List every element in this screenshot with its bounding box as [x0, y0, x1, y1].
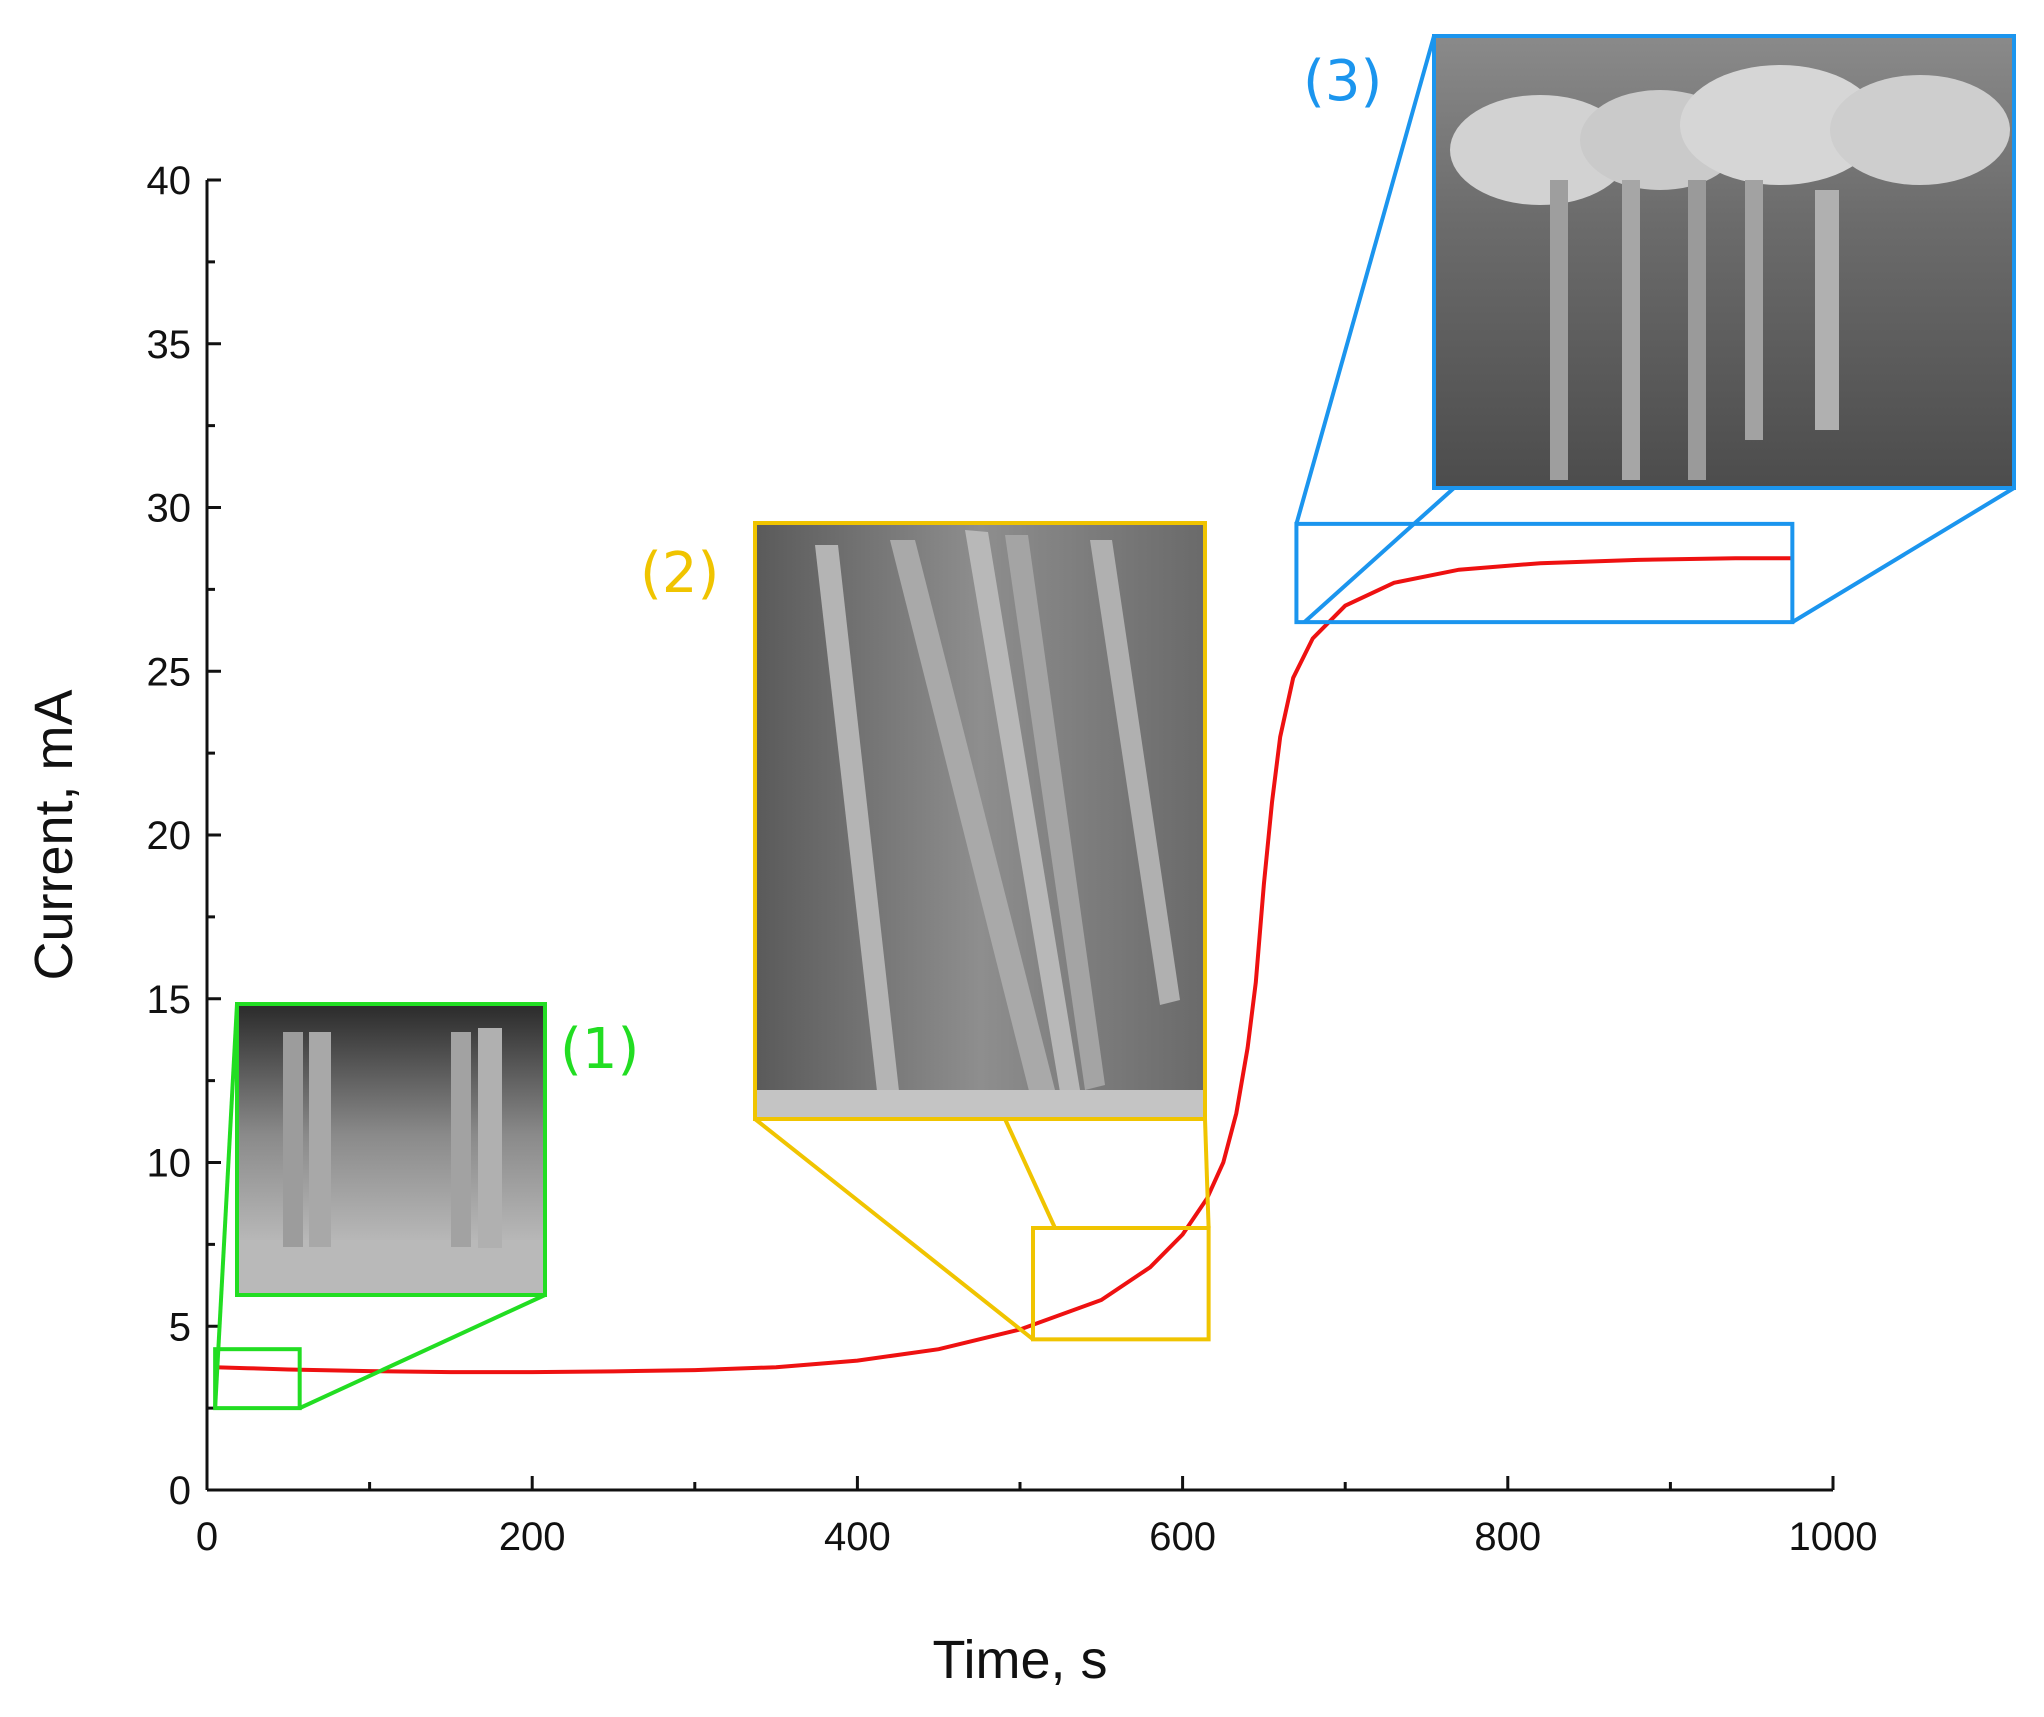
inset-2-rod [815, 545, 900, 1100]
inset-1-connector [298, 1293, 546, 1410]
x-axis-title: Time, s [933, 1630, 1108, 1690]
inset-2-floor [755, 1090, 1205, 1119]
inset-1-rod [309, 1032, 331, 1247]
inset-1-rod [283, 1032, 303, 1247]
inset-1-rod [478, 1028, 502, 1248]
inset-2-frame [753, 521, 1207, 1121]
inset-1-rod [451, 1032, 471, 1247]
inset-regions [213, 35, 2016, 1411]
inset-2-connector [1003, 1118, 1057, 1229]
x-tick-label: 400 [824, 1515, 891, 1559]
x-tick-label: 200 [499, 1515, 566, 1559]
x-ticks: 0 200 400 600 800 1000 [196, 1476, 1878, 1559]
y-ticks: 0 5 10 15 20 25 30 35 40 [147, 159, 221, 1513]
y-tick-label: 40 [147, 159, 192, 203]
x-tick-label: 0 [196, 1515, 218, 1559]
inset-3-rod [1815, 190, 1839, 430]
inset-2-rod [1005, 535, 1105, 1090]
inset-3-connector [1791, 486, 2016, 624]
inset-2-rod [965, 530, 1080, 1092]
inset-3-label: (3) [1303, 49, 1382, 114]
y-tick-label: 30 [147, 487, 192, 531]
inset-3-region-box [1294, 521, 1795, 625]
inset-3-rod [1550, 180, 1568, 480]
x-tick-label: 1000 [1789, 1515, 1878, 1559]
inset-1-frame [235, 1002, 547, 1297]
y-tick-label: 25 [147, 650, 192, 694]
inset-2-rod [890, 540, 1055, 1095]
inset-3-cap [1450, 95, 1630, 205]
inset-3-rod [1688, 180, 1706, 480]
y-axis-title: Current, mA [24, 689, 84, 980]
inset-3-cap [1830, 75, 2010, 185]
inset-2-connector [1203, 1118, 1211, 1229]
x-tick-label: 800 [1474, 1515, 1541, 1559]
inset-1: (1) [235, 1002, 639, 1297]
inset-2-region-box [1031, 1226, 1211, 1342]
inset-3: (3) [1303, 34, 2016, 490]
inset-1-label: (1) [560, 1017, 639, 1082]
inset-2-connector [753, 1117, 1035, 1341]
inset-1-connector [213, 1003, 239, 1409]
inset-3-frame [1432, 34, 2016, 490]
inset-3-connector [1303, 486, 1456, 624]
y-tick-label: 0 [169, 1469, 191, 1513]
y-tick-label: 35 [147, 323, 192, 367]
series-line [215, 556, 1793, 1375]
y-tick-label: 20 [147, 814, 192, 858]
x-tick-label: 600 [1149, 1515, 1216, 1559]
inset-2-rod [1090, 540, 1180, 1005]
inset-2-label: (2) [640, 541, 719, 606]
inset-3-rod [1622, 180, 1640, 480]
inset-2: (2) [640, 521, 1207, 1121]
inset-1-floor [237, 1240, 545, 1295]
inset-3-cap [1680, 65, 1880, 185]
y-tick-label: 5 [169, 1305, 191, 1349]
inset-3-connector [1294, 35, 1436, 525]
inset-3-rod [1745, 180, 1763, 440]
y-tick-label: 10 [147, 1142, 192, 1186]
inset-1-region-box [213, 1347, 302, 1411]
y-tick-label: 15 [147, 978, 192, 1022]
